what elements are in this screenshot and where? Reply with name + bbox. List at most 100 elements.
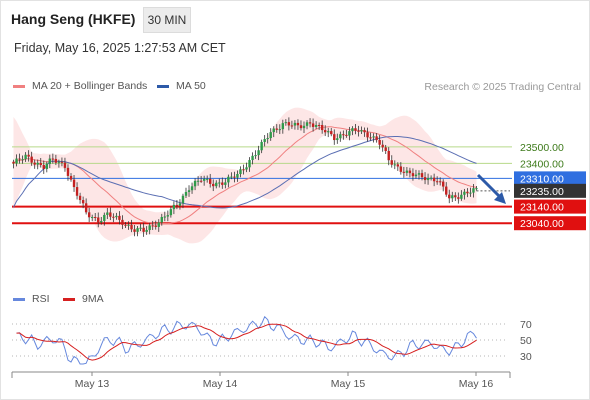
level-tag: 23400.00 bbox=[520, 158, 564, 170]
candle-body bbox=[109, 212, 112, 217]
timeframe-button[interactable]: 30 MIN bbox=[143, 7, 191, 33]
candle-body bbox=[184, 192, 188, 196]
candle-body bbox=[154, 225, 157, 227]
candle-body bbox=[212, 183, 215, 187]
ma20-line bbox=[13, 126, 477, 225]
candle-body bbox=[75, 187, 79, 196]
candle bbox=[387, 147, 390, 166]
candle bbox=[363, 127, 366, 137]
candle bbox=[417, 170, 421, 180]
candle bbox=[54, 154, 58, 166]
candle bbox=[224, 178, 227, 189]
candle bbox=[27, 150, 30, 162]
candle bbox=[411, 168, 415, 181]
candle bbox=[30, 151, 33, 166]
candle-body bbox=[33, 162, 36, 165]
candle-body bbox=[287, 122, 291, 126]
candle-body bbox=[314, 125, 318, 127]
level-tag-bg bbox=[514, 199, 586, 214]
level-tag-label: 23500.00 bbox=[520, 142, 564, 154]
candle bbox=[348, 126, 351, 141]
candle bbox=[163, 211, 167, 222]
candle-body bbox=[51, 158, 55, 160]
candle bbox=[314, 121, 318, 130]
candle-body bbox=[378, 139, 381, 145]
candle bbox=[236, 170, 239, 182]
level-tag: 23140.00 bbox=[514, 199, 586, 214]
candle bbox=[438, 177, 442, 186]
level-tag-label: 23140.00 bbox=[520, 202, 564, 214]
candle bbox=[160, 213, 163, 226]
candle-body bbox=[224, 182, 227, 185]
candle bbox=[248, 157, 251, 172]
candle bbox=[142, 222, 145, 237]
candle bbox=[97, 212, 100, 228]
candle bbox=[320, 120, 324, 134]
bollinger-swatch bbox=[13, 84, 25, 88]
candle-body bbox=[130, 224, 133, 230]
candle-body bbox=[442, 181, 445, 187]
candle-body bbox=[36, 162, 39, 165]
candle bbox=[148, 222, 151, 235]
candle bbox=[72, 174, 76, 192]
candle-body bbox=[360, 130, 363, 132]
candle bbox=[339, 131, 342, 142]
candle-body bbox=[48, 158, 52, 164]
candle bbox=[287, 117, 291, 131]
candle bbox=[272, 126, 275, 138]
candle-body bbox=[181, 195, 185, 204]
candle bbox=[84, 198, 88, 215]
candle bbox=[187, 185, 191, 197]
candle-body bbox=[269, 132, 272, 139]
candle bbox=[330, 127, 333, 137]
x-axis-label: May 14 bbox=[203, 378, 238, 390]
candle bbox=[157, 219, 160, 232]
candle-body bbox=[57, 161, 61, 163]
candle-body bbox=[172, 204, 176, 210]
candle-body bbox=[60, 161, 64, 163]
candle-body bbox=[81, 200, 85, 204]
candle-body bbox=[369, 137, 372, 139]
candle bbox=[432, 173, 436, 187]
candle-body bbox=[387, 150, 390, 161]
candle-body bbox=[463, 191, 466, 195]
candle bbox=[308, 118, 312, 128]
candle-body bbox=[187, 190, 191, 193]
candle bbox=[296, 119, 300, 130]
rsi-swatch bbox=[13, 297, 25, 301]
candle bbox=[94, 213, 97, 222]
candle bbox=[278, 124, 281, 135]
candle-body bbox=[199, 180, 203, 182]
candle bbox=[57, 159, 61, 168]
candle-body bbox=[399, 166, 403, 172]
candle bbox=[469, 187, 472, 197]
candle-body bbox=[160, 217, 163, 223]
candle-body bbox=[142, 227, 145, 232]
candle-body bbox=[363, 130, 366, 133]
candle bbox=[100, 216, 103, 225]
candle bbox=[378, 135, 381, 150]
candle bbox=[475, 186, 478, 191]
candle bbox=[302, 121, 306, 134]
candle bbox=[305, 120, 309, 130]
candle-body bbox=[245, 167, 248, 170]
candle-body bbox=[151, 225, 154, 227]
rsi-ma-line bbox=[16, 323, 477, 361]
candle bbox=[181, 193, 185, 209]
candle-body bbox=[106, 212, 109, 215]
candle bbox=[351, 126, 354, 136]
candle bbox=[166, 210, 170, 222]
candle-body bbox=[218, 182, 221, 184]
candle bbox=[63, 157, 67, 172]
candle-body bbox=[215, 182, 218, 187]
candle bbox=[435, 176, 439, 185]
rsi-ma-swatch bbox=[63, 297, 75, 301]
candle-body bbox=[254, 155, 257, 157]
legend-rsi: RSI bbox=[13, 293, 50, 305]
candle bbox=[405, 167, 409, 176]
candle-body bbox=[69, 175, 73, 180]
candle bbox=[266, 133, 269, 144]
candle bbox=[205, 175, 209, 183]
candle-body bbox=[66, 167, 70, 176]
